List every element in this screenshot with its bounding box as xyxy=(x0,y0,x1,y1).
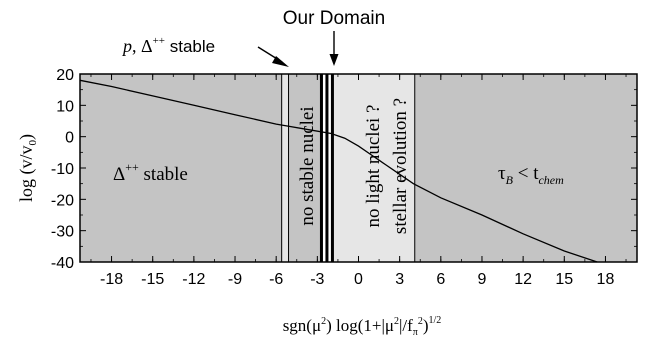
p-delta-stable-label: p, Δ++ stable xyxy=(121,35,215,56)
x-tick-label: -12 xyxy=(182,271,205,288)
y-tick-label: -20 xyxy=(51,192,74,209)
delta-stable-label: Δ++ stable xyxy=(113,160,188,185)
y-tick-label: -10 xyxy=(51,161,74,178)
y-tick-label: -30 xyxy=(51,224,74,241)
x-tick-label: 9 xyxy=(478,271,487,288)
p-stable-arrowhead xyxy=(272,56,289,67)
y-axis-label: log (v/v0) xyxy=(16,134,39,202)
x-tick-label: -15 xyxy=(141,271,164,288)
no-light-nuclei-label: no light nuclei ? xyxy=(363,105,384,228)
x-tick-label: 12 xyxy=(514,271,532,288)
x-tick-label: -9 xyxy=(228,271,242,288)
our-domain-label: Our Domain xyxy=(283,8,385,29)
x-tick-label: 18 xyxy=(597,271,615,288)
x-ticks: -18 -15 -12 -9 -6 -3 0 3 6 9 12 15 18 xyxy=(90,74,627,288)
our-domain-arrowhead xyxy=(329,54,339,66)
x-tick-label: -6 xyxy=(269,271,283,288)
series-group xyxy=(79,79,598,263)
x-tick-label: -18 xyxy=(100,271,123,288)
region-light-no-light-nuclei xyxy=(332,74,415,262)
stellar-evolution-label: stellar evolution ? xyxy=(390,98,411,234)
series-line xyxy=(79,79,598,263)
tau-label: τB < tchem xyxy=(498,163,564,187)
y-ticks: -40 -30 -20 -10 0 10 20 xyxy=(51,67,637,272)
region-light-p-stable xyxy=(281,74,289,262)
x-tick-label: 6 xyxy=(436,271,445,288)
no-stable-nuclei-label: no stable nuclei xyxy=(297,106,318,225)
y-tick-label: 0 xyxy=(65,130,74,147)
shaded-regions xyxy=(80,74,637,262)
y-tick-label: 10 xyxy=(56,98,74,115)
x-axis-label: sgn(μ2) log(1+|μ2|/fπ2)1/2 xyxy=(283,315,442,337)
region-boundaries xyxy=(281,74,416,262)
region-dark-no-stable-nuclei xyxy=(288,74,322,262)
region-dark-right xyxy=(414,74,637,262)
x-tick-label: 3 xyxy=(395,271,404,288)
x-tick-label: 15 xyxy=(555,271,573,288)
region-dark-left xyxy=(80,74,282,262)
x-tick-label: 0 xyxy=(354,271,363,288)
y-tick-label: -40 xyxy=(51,255,74,272)
y-tick-label: 20 xyxy=(56,67,74,84)
x-tick-label: -3 xyxy=(310,271,324,288)
